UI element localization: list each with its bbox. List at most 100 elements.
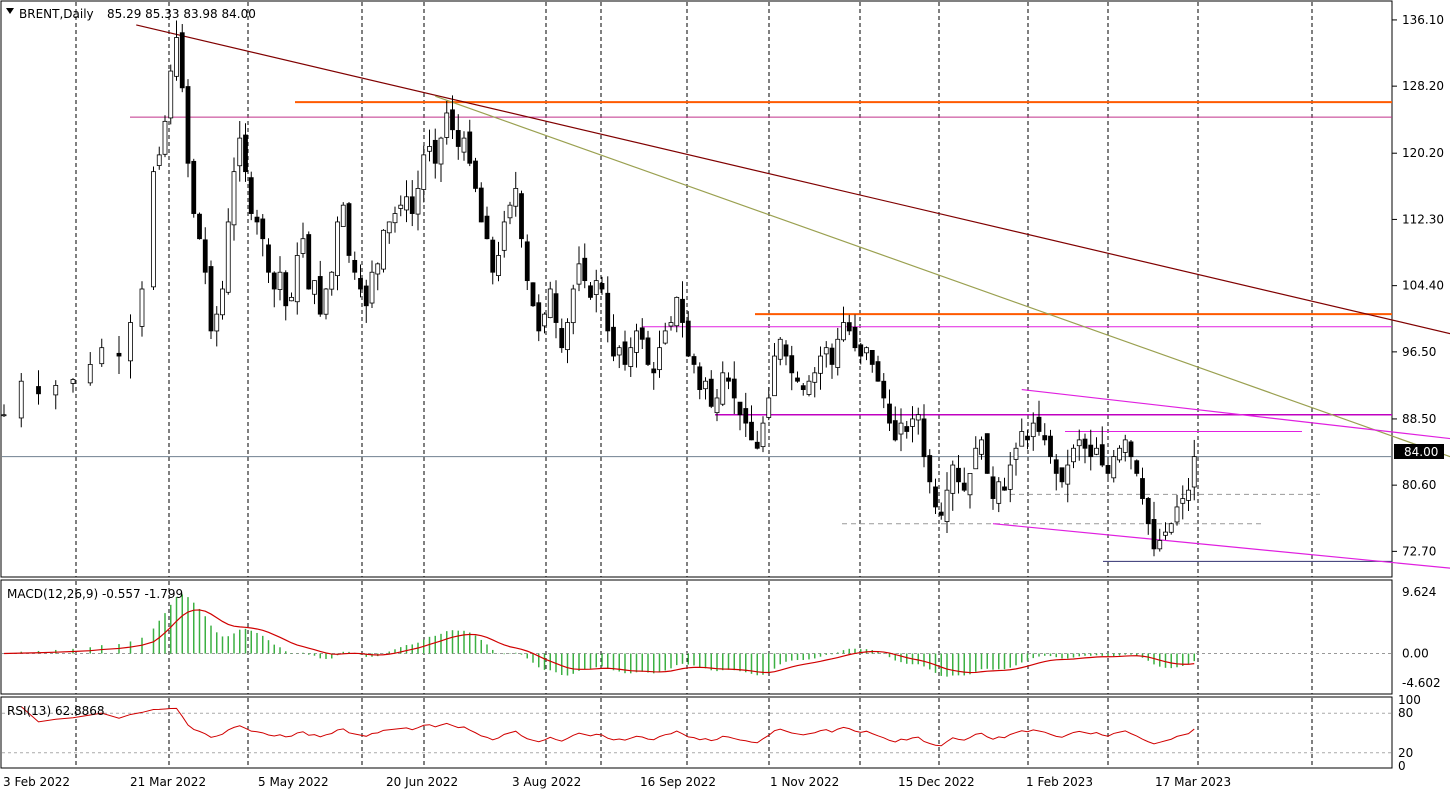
candle-body (1019, 431, 1025, 447)
candle (944, 472, 950, 534)
candle-body (70, 379, 76, 384)
ohlc-label: 85.29 85.33 83.98 84.00 (107, 7, 256, 21)
candle-body (277, 271, 283, 290)
candle-body (806, 380, 812, 395)
rsi-tick-label: 0 (1398, 759, 1406, 773)
candle (277, 256, 283, 301)
candle-body (151, 171, 156, 288)
candle-body (846, 322, 852, 332)
candle (237, 121, 243, 182)
candle-body (1145, 498, 1151, 525)
date-tick-label: 17 Mar 2023 (1155, 775, 1231, 789)
candle (455, 114, 461, 160)
price-tick-label: 96.50 (1402, 345, 1436, 359)
candle-body (588, 285, 593, 298)
candle (519, 190, 524, 248)
candle (559, 318, 565, 353)
candle (490, 236, 496, 285)
candle (513, 171, 519, 217)
candle (904, 420, 910, 439)
candle-body (404, 196, 409, 211)
candle (938, 502, 944, 520)
candle (846, 314, 852, 336)
candle (1157, 528, 1163, 552)
candle-body (634, 330, 639, 353)
candle-body (1174, 506, 1180, 523)
candle-body (1065, 464, 1071, 485)
candle (398, 195, 404, 217)
candle-body (726, 377, 731, 382)
candle (1002, 477, 1007, 491)
candle (910, 406, 915, 443)
candle (1122, 434, 1128, 462)
candle (156, 146, 162, 170)
price-tick-label: 104.40 (1402, 279, 1444, 293)
candle (536, 294, 542, 342)
candle (984, 433, 990, 474)
candle (185, 79, 191, 178)
candle (1128, 439, 1134, 470)
candle-body (202, 239, 208, 273)
candle (375, 262, 381, 291)
dropdown-triangle-icon[interactable] (6, 8, 14, 14)
candle-body (823, 347, 829, 355)
candle-body (1180, 498, 1186, 504)
candle (484, 206, 490, 240)
candle (961, 467, 967, 492)
candle (1111, 450, 1117, 483)
candle-body (1030, 422, 1036, 438)
candle-body (570, 288, 576, 324)
trendline (136, 24, 1450, 335)
candle-body (691, 356, 697, 365)
candle-body (289, 296, 294, 302)
candle (450, 95, 455, 139)
candle-body (1151, 519, 1157, 550)
candle (1, 404, 7, 417)
candle (53, 380, 59, 410)
trendline (992, 523, 1450, 569)
candle-body (1094, 447, 1099, 455)
candle-body (444, 112, 450, 138)
candle (973, 436, 979, 470)
date-tick-label: 15 Dec 2022 (898, 775, 975, 789)
candle (697, 362, 703, 400)
candle-body (392, 213, 398, 224)
candle (162, 115, 168, 158)
macd-pane[interactable] (0, 579, 1393, 695)
candle (197, 212, 202, 240)
candle-body (243, 134, 248, 173)
candle (657, 330, 662, 378)
candle (70, 378, 76, 393)
main-pane[interactable] (0, 0, 1393, 578)
candle-body (116, 352, 122, 357)
candle-body (628, 347, 634, 367)
candle-body (737, 401, 743, 416)
candle-body (984, 433, 990, 474)
candle-body (99, 347, 105, 365)
current-price-tag (1394, 444, 1444, 459)
rsi-pane[interactable] (0, 696, 1393, 769)
rsi-path (20, 706, 1195, 747)
candle (266, 238, 271, 284)
candle-body (789, 355, 795, 374)
candle (444, 100, 450, 145)
candle (168, 64, 174, 125)
candle (662, 322, 668, 345)
candle-body (340, 204, 346, 227)
candle (1094, 437, 1099, 456)
candle-body (185, 86, 191, 164)
candle (685, 311, 691, 358)
candle-body (576, 263, 582, 285)
candle-body (398, 204, 404, 209)
candle (818, 346, 823, 390)
candle (743, 392, 749, 437)
candle (576, 246, 582, 292)
candle (1076, 429, 1082, 461)
candle-body (772, 355, 777, 397)
candle-body (1157, 540, 1163, 550)
candle (651, 361, 657, 390)
candle-body (53, 384, 59, 396)
date-axis: 3 Feb 2022 21 Mar 2022 5 May 2022 20 Jun 20… (3, 775, 1231, 789)
